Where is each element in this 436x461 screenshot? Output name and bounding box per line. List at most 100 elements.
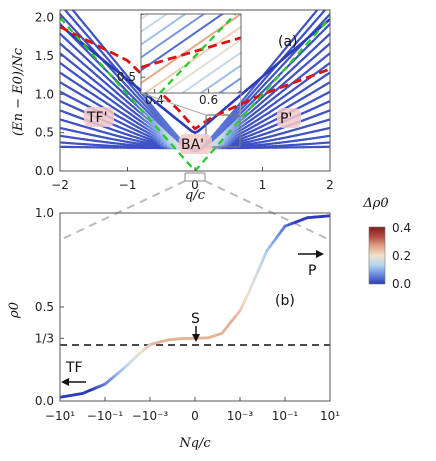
annotation-tf: TF xyxy=(65,360,83,376)
annotation-p: P xyxy=(308,263,316,279)
inset-level xyxy=(141,14,169,33)
region-ba-label: BA' xyxy=(179,134,212,154)
energy-level-segment xyxy=(325,22,330,29)
energy-level-segment xyxy=(325,71,330,76)
panel-a-xtick-label: 1 xyxy=(259,178,267,192)
panel-b-ytick-label: 0.0 xyxy=(35,394,54,408)
region-tf-label: TF' xyxy=(84,107,114,127)
zoom-connector-left xyxy=(140,92,207,116)
panel-a: −2 −1 0 1 2 0.0 0.5 1.0 1.5 2.0 0.4 0.6 0.5 (a) TF'… xyxy=(11,0,334,203)
zoom-connector-b-right xyxy=(204,180,331,241)
panel-a-ticks: −2 −1 0 1 2 0.0 0.5 1.0 1.5 2.0 xyxy=(35,11,334,192)
energy-level-segment xyxy=(67,3,70,7)
inset: 0.4 0.6 0.5 xyxy=(117,0,242,107)
energy-envelope xyxy=(60,18,330,135)
energy-level-segment xyxy=(325,118,330,122)
panel-a-ytick-label: 0.5 xyxy=(35,126,54,140)
inset-level xyxy=(141,14,188,46)
panel-b-xtick-label: 0 xyxy=(191,409,199,423)
panel-a-ytick-label: 1.0 xyxy=(35,87,54,101)
zoom-connector-right xyxy=(239,92,242,116)
inset-xtick-label: 0.4 xyxy=(145,93,164,107)
inset-background xyxy=(141,14,241,93)
energy-level-segment xyxy=(325,134,330,138)
inset-level xyxy=(141,0,241,6)
panel-b-xlabel: Nq/c xyxy=(178,436,211,451)
inset-level xyxy=(217,77,241,93)
inset-level xyxy=(141,14,206,59)
panel-b-ytick-label: 1.0 xyxy=(35,206,54,220)
energy-level-segment xyxy=(325,61,330,67)
zoom-box xyxy=(205,114,241,148)
inset-level xyxy=(162,38,241,93)
colorbar-tick-bottom: 0.0 xyxy=(392,277,411,291)
svg-text:TF': TF' xyxy=(86,110,107,126)
zoom-box-b xyxy=(184,172,206,182)
energy-level-segment xyxy=(325,32,330,38)
panel-a-xtick-label: −1 xyxy=(119,178,137,192)
energy-level-segment xyxy=(325,109,330,113)
panel-a-xtick-label: 0 xyxy=(191,178,199,192)
colorbar-gradient xyxy=(368,226,386,285)
panel-a-series xyxy=(60,16,330,171)
panel-a-xtick-label: −2 xyxy=(51,178,69,192)
inset-level xyxy=(199,64,241,93)
panel-a-label: (a) xyxy=(278,34,298,50)
energy-level-segment xyxy=(325,81,330,86)
inset-frame xyxy=(140,13,242,94)
panel-b-xtick-label: 10⁻¹ xyxy=(272,409,299,423)
panel-a-ytick-label: 0.0 xyxy=(35,164,54,178)
region-p-label: P' xyxy=(277,108,301,128)
panel-b: −10¹ −10⁻¹ −10⁻³ 0 10⁻³ 10⁻¹ 10¹ 0.0 1/3 0.5 1.0 (… xyxy=(7,206,340,451)
inset-envelope xyxy=(141,14,147,16)
panel-b-ylabel: ρ0 xyxy=(7,302,22,319)
panel-b-xtick-label: −10⁻³ xyxy=(132,409,169,423)
inset-xtick-label: 0.6 xyxy=(199,93,218,107)
zoom-connector-b-left xyxy=(59,180,186,241)
inset-level xyxy=(141,14,225,72)
svg-text:BA': BA' xyxy=(181,137,204,153)
colorbar-label: Δρ0 xyxy=(362,196,388,211)
panel-b-xtick-label: 10⁻³ xyxy=(227,409,254,423)
energy-level-segment xyxy=(325,42,330,48)
inset-level xyxy=(180,51,241,93)
panel-b-ytick-label: 1/3 xyxy=(35,331,54,345)
panel-a-xlabel: q/c xyxy=(185,188,206,203)
panel-a-ytick-label: 1.5 xyxy=(35,49,54,63)
colorbar-tick-top: 0.4 xyxy=(392,221,411,235)
inset-level xyxy=(141,14,241,84)
energy-level-segment xyxy=(325,100,330,104)
panel-b-ticks: −10¹ −10⁻¹ −10⁻³ 0 10⁻³ 10⁻¹ 10¹ 0.0 1/3 0.5 1.0 xyxy=(35,206,341,423)
annotation-s: S xyxy=(191,311,200,327)
panel-a-ylabel: (En − E0)/Nc xyxy=(11,47,26,136)
energy-level-segment xyxy=(325,90,330,95)
panel-a-ytick-label: 2.0 xyxy=(35,11,54,25)
inset-ytick-label: 0.5 xyxy=(117,70,136,84)
colorbar: Δρ0 0.4 0.2 0.0 xyxy=(362,196,411,291)
arrow-p-head xyxy=(316,250,324,258)
rho0-curve xyxy=(60,214,330,399)
arrow-tf-head xyxy=(61,378,69,386)
inset-level xyxy=(143,26,241,93)
energy-level-segment xyxy=(63,0,66,3)
panel-b-xtick-label: −10⁻¹ xyxy=(87,409,124,423)
inset-red-dashed xyxy=(141,36,241,69)
panel-b-xtick-label: −10¹ xyxy=(45,409,75,423)
energy-level-segment xyxy=(323,0,326,3)
inset-lines xyxy=(141,0,241,93)
svg-text:P': P' xyxy=(280,111,292,127)
colorbar-tick-mid: 0.2 xyxy=(392,249,411,263)
green-dashed-line xyxy=(60,16,330,171)
energy-level-segment xyxy=(325,52,330,58)
panel-b-xtick-label: 10¹ xyxy=(320,409,340,423)
energy-level-segment xyxy=(320,3,323,7)
inset-green-dashed xyxy=(159,14,237,93)
energy-level-segment xyxy=(325,126,330,130)
panel-b-label: (b) xyxy=(275,293,295,309)
energy-level-segment xyxy=(60,4,63,8)
panel-a-xtick-label: 2 xyxy=(326,178,334,192)
red-dashed-line xyxy=(60,25,330,131)
energy-level-segment xyxy=(325,13,330,19)
panel-b-ytick-label: 0.5 xyxy=(35,300,54,314)
